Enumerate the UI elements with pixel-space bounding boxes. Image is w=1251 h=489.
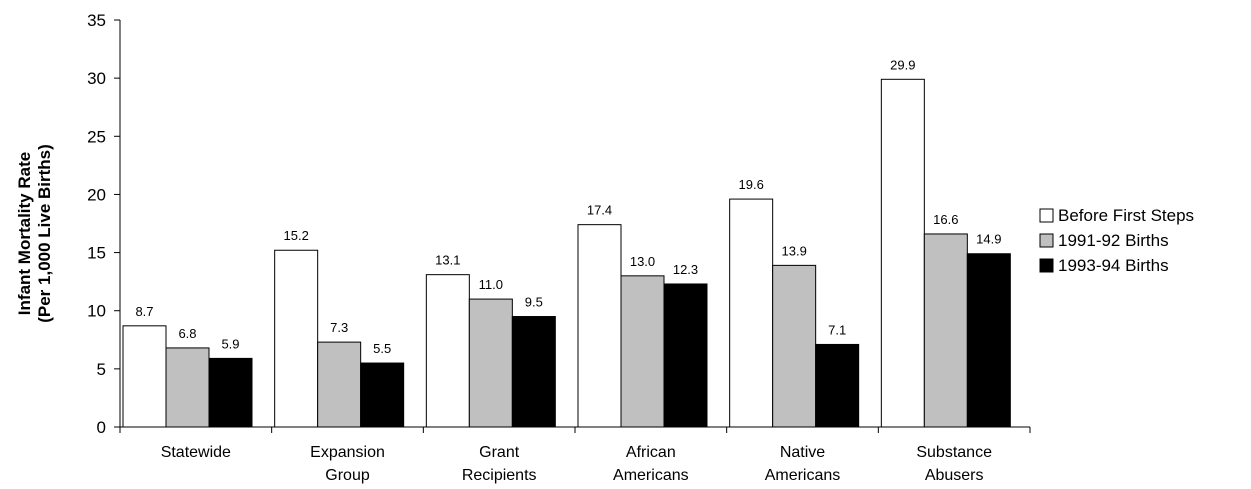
y-tick-label: 5 — [97, 360, 106, 379]
bar — [468, 298, 513, 428]
bar — [122, 325, 167, 428]
legend-swatch — [1039, 208, 1054, 223]
y-tick-label: 10 — [87, 302, 106, 321]
bar — [274, 249, 319, 428]
x-category-label: Americans — [765, 467, 841, 484]
x-category-label: African — [626, 444, 676, 461]
bar — [360, 362, 405, 428]
bar — [923, 233, 968, 428]
bar — [772, 264, 817, 428]
bar — [966, 253, 1011, 428]
x-category-label: Group — [325, 467, 370, 484]
data-label: 29.9 — [890, 57, 915, 72]
data-label: 7.3 — [330, 320, 348, 335]
bar — [663, 283, 708, 428]
data-label: 13.9 — [782, 243, 807, 258]
y-axis-label-line: (Per 1,000 Live Births) — [35, 144, 54, 323]
data-label: 19.6 — [739, 177, 764, 192]
y-tick-label: 30 — [87, 69, 106, 88]
data-label: 16.6 — [933, 212, 958, 227]
bar — [317, 341, 362, 428]
data-labels: 8.7 15.2 13.1 17.4 19.6 29.9 6.8 7.3 11.0 13.0 13.… — [135, 57, 1001, 356]
legend-label: 1993-94 Births — [1058, 256, 1169, 275]
bar — [815, 343, 860, 428]
y-tick-label: 20 — [87, 185, 106, 204]
bar — [729, 198, 774, 428]
y-tick-label: 0 — [97, 418, 106, 437]
x-category-label: Expansion — [310, 444, 385, 461]
bars — [122, 78, 1011, 428]
y-tick-label: 25 — [87, 127, 106, 146]
x-category-label: Recipients — [462, 467, 537, 484]
x-category-label: Native — [780, 444, 825, 461]
data-label: 9.5 — [525, 295, 543, 310]
bar — [577, 224, 622, 428]
y-axis-label: Infant Mortality Rate (Per 1,000 Live Bir… — [15, 144, 54, 323]
x-category-label: Grant — [479, 444, 520, 461]
y-tick-label: 35 — [87, 11, 106, 30]
data-label: 6.8 — [178, 326, 196, 341]
x-axis-ticks: Statewide Expansion Group Grant Recipients Af… — [119, 427, 1031, 484]
data-label: 8.7 — [135, 304, 153, 319]
data-label: 7.1 — [828, 322, 846, 337]
data-label: 17.4 — [587, 203, 612, 218]
legend-label: Before First Steps — [1058, 206, 1194, 225]
data-label: 14.9 — [976, 232, 1001, 247]
data-label: 5.5 — [373, 341, 391, 356]
data-label: 12.3 — [673, 262, 698, 277]
data-label: 13.0 — [630, 254, 655, 269]
data-label: 5.9 — [221, 336, 239, 351]
bar — [165, 347, 210, 428]
x-category-label: Substance — [916, 444, 992, 461]
bar — [425, 274, 470, 428]
x-category-label: Americans — [613, 467, 689, 484]
bar — [511, 316, 556, 428]
data-label: 15.2 — [284, 228, 309, 243]
legend-label: 1991-92 Births — [1058, 231, 1169, 250]
data-label: 11.0 — [479, 277, 503, 292]
y-axis-ticks: 0 5 10 15 20 25 30 35 — [87, 11, 120, 437]
legend: Before First Steps 1991-92 Births 1993-94 … — [1039, 206, 1194, 275]
bar — [620, 275, 665, 428]
bar — [208, 357, 253, 428]
legend-swatch — [1039, 233, 1054, 248]
data-label: 13.1 — [435, 253, 460, 268]
legend-swatch — [1039, 258, 1054, 273]
y-tick-label: 15 — [87, 244, 106, 263]
bar — [880, 78, 925, 428]
y-axis-label-line: Infant Mortality Rate — [15, 152, 34, 315]
x-category-label: Abusers — [925, 467, 984, 484]
x-category-label: Statewide — [161, 444, 231, 461]
